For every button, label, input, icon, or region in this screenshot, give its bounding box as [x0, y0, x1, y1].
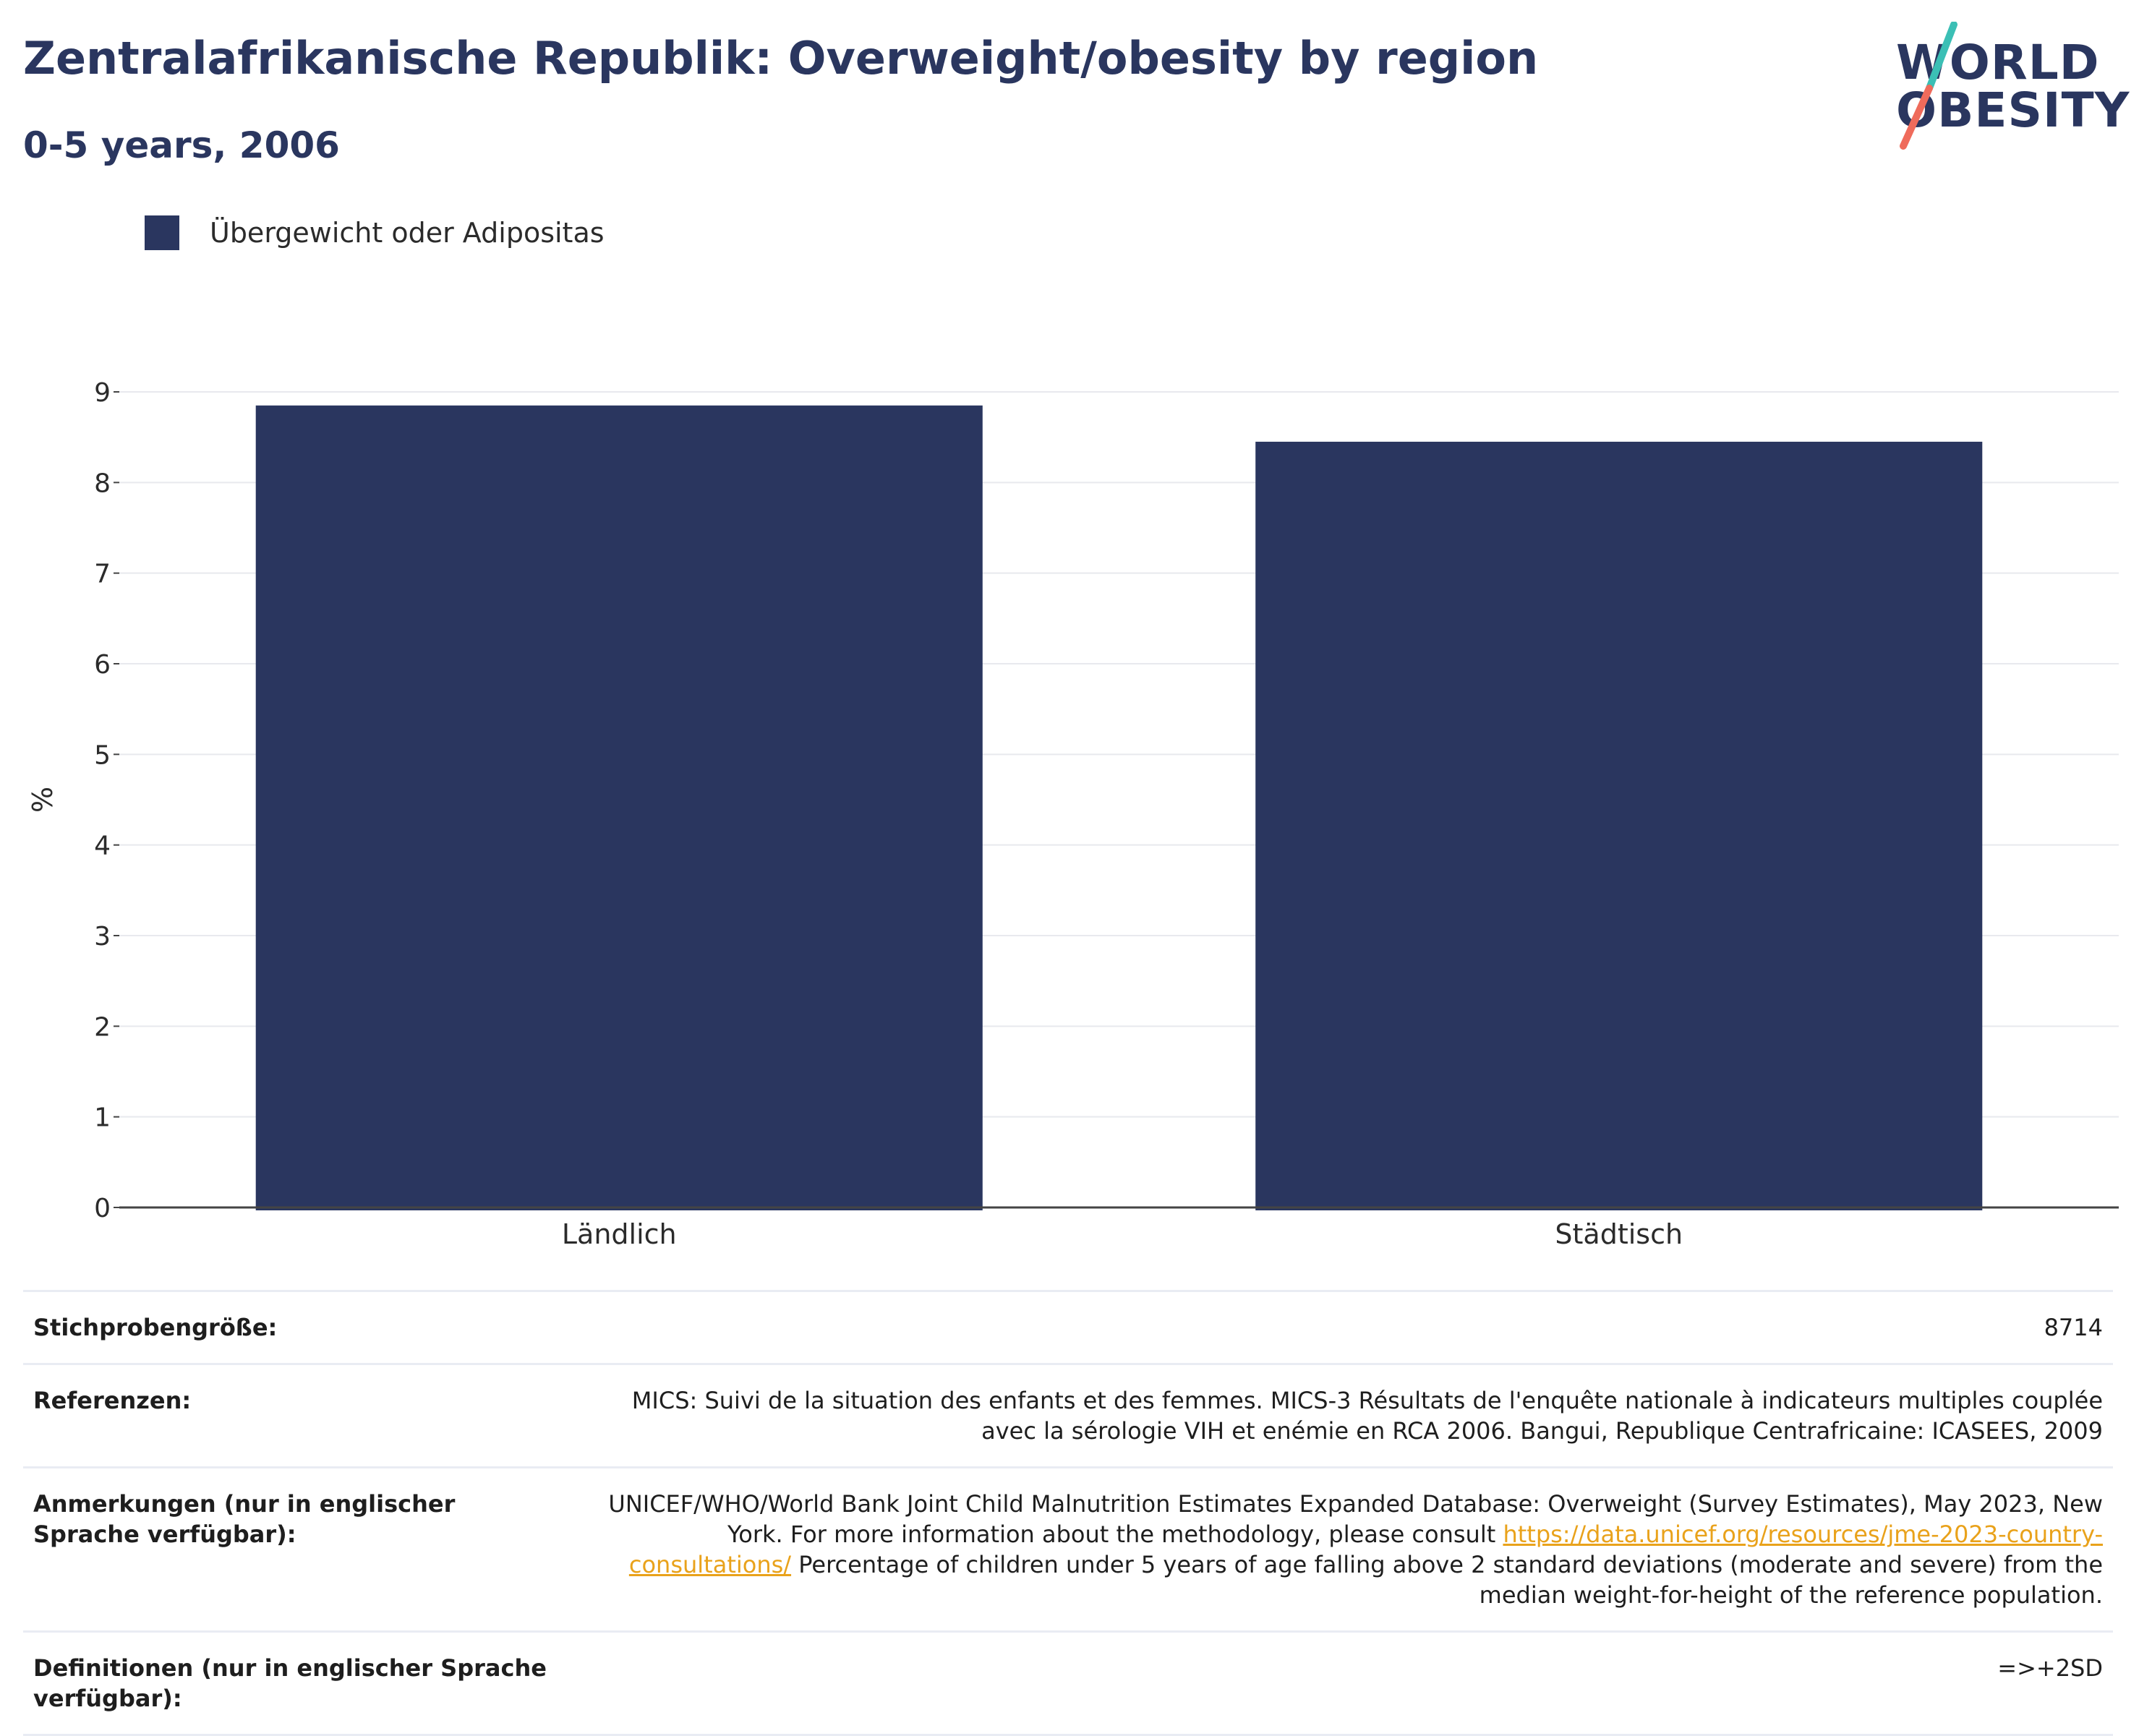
sample-size-row: Stichprobengröße: 8714	[23, 1290, 2113, 1363]
bar-chart: 0 1 2 3 4 5 6 7 8 9% Ländlich Städtisch	[27, 378, 2119, 1250]
sample-size-label: Stichprobengröße:	[33, 1314, 278, 1341]
notes-value: UNICEF/WHO/World Bank Joint Child Malnut…	[599, 1489, 2103, 1610]
definitions-label: Definitionen (nur in englischer Sprache …	[33, 1654, 547, 1712]
bar	[255, 405, 983, 1210]
chart-title: Zentralafrikanische Republik: Overweight…	[23, 32, 1539, 85]
y-tick-label: 9	[94, 378, 111, 408]
y-tick-label: 0	[94, 1194, 111, 1223]
references-row: Referenzen: MICS: Suivi de la situation …	[23, 1363, 2113, 1466]
sample-size-value: 8714	[2044, 1314, 2103, 1341]
info-table: Stichprobengröße: 8714 Referenzen: MICS:…	[23, 1290, 2113, 1736]
world-obesity-logo: WORLD OBESITY	[1887, 22, 2129, 152]
y-tick-label: 6	[94, 650, 111, 680]
y-tick-label: 5	[94, 740, 111, 770]
notes-text-1: UNICEF/WHO/World Bank Joint Child Malnut…	[608, 1490, 2103, 1548]
logo-text-obesity: OBESITY	[1896, 82, 2130, 138]
y-tick-label: 3	[94, 922, 111, 952]
definitions-row: Definitionen (nur in englischer Sprache …	[23, 1630, 2113, 1736]
logo-slash-icon	[1900, 22, 1957, 150]
notes-link[interactable]: https://data.unicef.org/resources/jme-20…	[628, 1521, 2103, 1578]
notes-label: Anmerkungen (nur in englischer Sprache v…	[33, 1490, 456, 1548]
references-label: Referenzen:	[33, 1387, 192, 1414]
chart-subtitle: 0-5 years, 2006	[23, 124, 340, 166]
y-tick-label: 1	[94, 1103, 111, 1133]
y-tick-label: 7	[94, 560, 111, 589]
y-tick-label: 8	[94, 469, 111, 498]
bar	[1255, 441, 1983, 1210]
x-tick-label: Ländlich	[562, 1218, 677, 1250]
legend-swatch	[145, 215, 179, 250]
legend-label: Übergewicht oder Adipositas	[210, 217, 605, 249]
definitions-value: =>+2SD	[1997, 1654, 2103, 1682]
x-tick-label: Städtisch	[1555, 1218, 1683, 1250]
y-tick-label: 2	[94, 1012, 111, 1042]
notes-text-2: Percentage of children under 5 years of …	[791, 1551, 2103, 1609]
references-value: MICS: Suivi de la situation des enfants …	[631, 1387, 2103, 1445]
chart-legend[interactable]: Übergewicht oder Adipositas	[145, 215, 605, 250]
y-tick-label: 4	[94, 831, 111, 861]
notes-row: Anmerkungen (nur in englischer Sprache v…	[23, 1466, 2113, 1630]
y-axis-label: %	[27, 787, 59, 813]
